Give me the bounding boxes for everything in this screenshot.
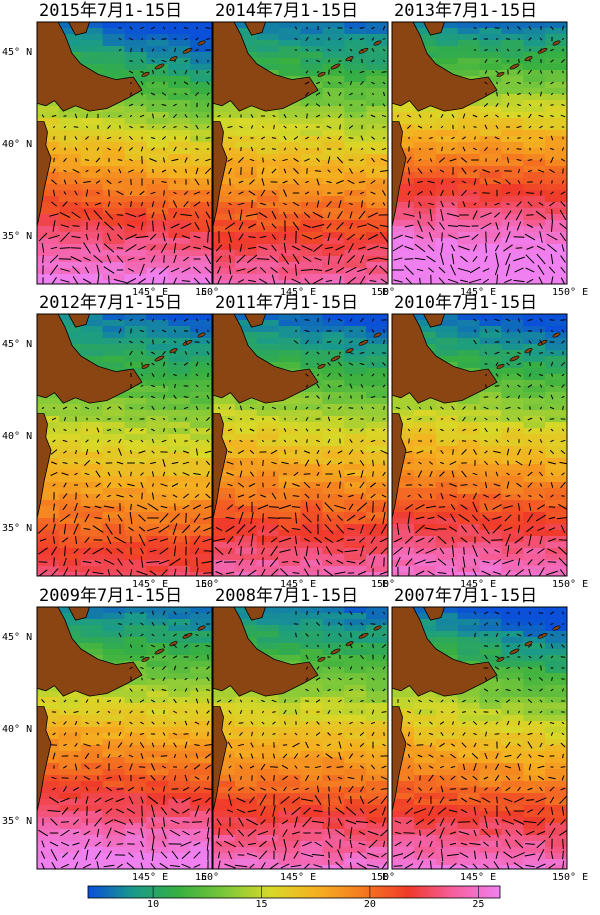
- longitude-label: E: [382, 579, 389, 590]
- map-panel-2: [212, 21, 389, 285]
- longitude-label: 145° E: [460, 872, 497, 883]
- longitude-label: 150°: [371, 287, 396, 298]
- latitude-label: 45° N: [2, 632, 33, 644]
- longitude-label: 150°: [195, 287, 220, 298]
- map-panel-8: [212, 606, 389, 870]
- colorbar-tick-label: 25: [472, 899, 485, 910]
- longitude-label: 150°: [195, 872, 220, 883]
- latitude-label: 35° N: [2, 522, 33, 534]
- map-panel-5: [212, 313, 389, 577]
- colorbar-tick-label: 10: [147, 899, 160, 910]
- latitude-label: 40° N: [2, 431, 33, 443]
- longitude-label: E: [201, 872, 208, 883]
- map-panel-3: [391, 21, 568, 285]
- latitude-label: 45° N: [2, 47, 33, 59]
- map-panel-7: [36, 606, 213, 870]
- panel-title: 2013年7月1-15日: [394, 1, 538, 21]
- colorbar-tick-label: 20: [363, 899, 376, 910]
- longitude-label: E: [382, 287, 389, 298]
- longitude-label: 150° E: [552, 287, 589, 298]
- map-panel-6: [391, 313, 568, 577]
- longitude-label: E: [201, 287, 208, 298]
- panel-title: 2009年7月1-15日: [39, 586, 183, 606]
- colorbar-tick-label: 15: [255, 899, 268, 910]
- longitude-label: 145° E: [280, 287, 317, 298]
- longitude-label: E: [382, 872, 389, 883]
- longitude-label: 145° E: [460, 287, 497, 298]
- longitude-label: E: [201, 579, 208, 590]
- panel-title: 2015年7月1-15日: [39, 1, 183, 21]
- longitude-label: 150° E: [552, 579, 589, 590]
- longitude-label: 145° E: [280, 872, 317, 883]
- map-panel-4: [36, 313, 213, 577]
- panel-title: 2007年7月1-15日: [394, 586, 538, 606]
- map-panel-9: [391, 606, 568, 870]
- longitude-label: 145° E: [132, 579, 169, 590]
- colorbar: [87, 885, 501, 899]
- panel-title: 2012年7月1-15日: [39, 293, 183, 313]
- panel-title: 2010年7月1-15日: [394, 293, 538, 313]
- longitude-label: 145° E: [460, 579, 497, 590]
- panel-title: 2011年7月1-15日: [215, 293, 359, 313]
- latitude-label: 35° N: [2, 815, 33, 827]
- panel-title: 2014年7月1-15日: [215, 1, 359, 21]
- latitude-label: 40° N: [2, 139, 33, 151]
- latitude-label: 35° N: [2, 230, 33, 242]
- panel-title: 2008年7月1-15日: [215, 586, 359, 606]
- longitude-label: 150°: [371, 872, 396, 883]
- longitude-label: 145° E: [280, 579, 317, 590]
- latitude-label: 45° N: [2, 339, 33, 351]
- longitude-label: 145° E: [132, 287, 169, 298]
- longitude-label: 150° E: [552, 872, 589, 883]
- longitude-label: 145° E: [132, 872, 169, 883]
- longitude-label: 150°: [371, 579, 396, 590]
- latitude-label: 40° N: [2, 724, 33, 736]
- map-panel-1: [36, 21, 213, 285]
- longitude-label: 150°: [195, 579, 220, 590]
